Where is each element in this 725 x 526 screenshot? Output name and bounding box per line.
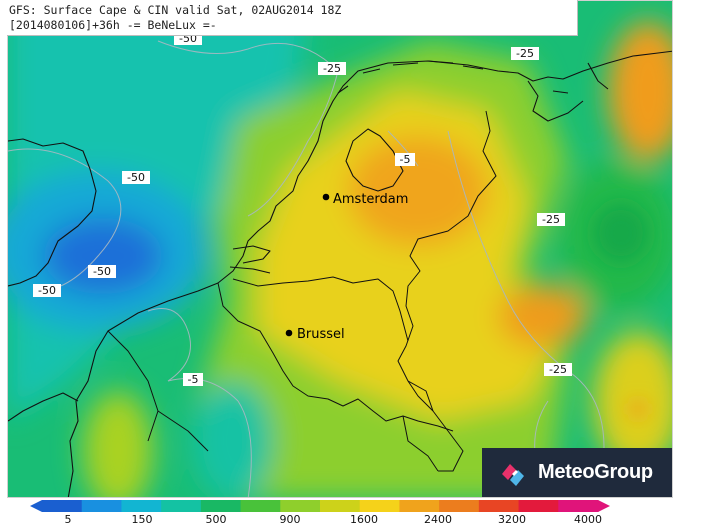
contour-label: -25 [542, 213, 560, 226]
colorbar-tick: 500 [205, 513, 227, 526]
colorbar-segment [240, 500, 281, 512]
border-be-nl [232, 276, 409, 342]
cape-cin-map: -50 -25 -25 -5 -50 -50 -50 -25 -25 -5 Am… [8, 1, 672, 497]
city-brussel: Brussel [285, 327, 345, 342]
contour-line [387, 130, 419, 167]
colorbar-segment [81, 500, 122, 512]
colorbar-tick: 5 [64, 513, 72, 526]
title-box: GFS: Surface Cape & CIN valid Sat, 02AUG… [7, 0, 578, 36]
colorbar-segment [558, 500, 599, 512]
border-lux [402, 415, 454, 432]
colorbar-segment [121, 500, 162, 512]
city-marker [285, 329, 293, 337]
city-label: Brussel [297, 327, 345, 342]
colorbar-tick: 3200 [498, 513, 526, 526]
meteogroup-logo: MeteoGroup [482, 448, 672, 497]
field-yellow-core [258, 91, 568, 421]
field-orange-east [498, 284, 588, 348]
meteogroup-logo-icon [502, 463, 524, 486]
field-orange-ne [608, 21, 672, 161]
coast-islands [337, 60, 484, 94]
colorbar-tick: 2400 [424, 513, 452, 526]
field-orange-spot [628, 401, 648, 417]
field-orange-north [348, 136, 488, 246]
coast-england [8, 138, 97, 287]
border-be-fr [217, 282, 439, 472]
contour-label: -50 [93, 265, 111, 278]
coast-continent [67, 50, 672, 497]
coast-ijsselmeer [345, 128, 404, 192]
contour-line [8, 148, 122, 292]
contour-label: -50 [38, 284, 56, 297]
contour-line [147, 308, 191, 382]
field-yellow-south [83, 391, 153, 497]
contour-labels: -50 -25 -25 -5 -50 -50 -50 -25 -25 -5 [33, 32, 572, 386]
colorbar-tick: 1600 [350, 513, 378, 526]
coastlines [8, 50, 672, 497]
city-marker [322, 193, 330, 201]
contour-label: -25 [323, 62, 341, 75]
title-line-2: [2014080106]+36h -= BeNeLux =- [9, 18, 217, 32]
title-line-1: GFS: Surface Cape & CIN valid Sat, 02AUG… [9, 3, 342, 17]
colorbar-tick: 4000 [574, 513, 602, 526]
colorbar-segment [439, 500, 480, 512]
coast-england-south [8, 392, 79, 422]
coast-zeeland [229, 245, 271, 274]
contour-line [447, 130, 605, 497]
contour-label: -25 [549, 363, 567, 376]
contour-label: -5 [400, 153, 411, 166]
contour-label: -25 [516, 47, 534, 60]
colorbar-tip-left [30, 500, 42, 512]
colorbar-tick: 900 [279, 513, 301, 526]
colorbar-segment [399, 500, 440, 512]
colorbar-tip-right [598, 500, 610, 512]
brand-name: MeteoGroup [538, 461, 653, 483]
field-teal-south [193, 381, 273, 497]
colorbar [30, 500, 610, 512]
colorbar-tick: 150 [131, 513, 153, 526]
colorbar-segment [478, 500, 520, 512]
border-be-de [407, 380, 464, 472]
city-label: Amsterdam [333, 192, 408, 207]
city-amsterdam: Amsterdam [322, 192, 408, 207]
colorbar-segment [359, 500, 400, 512]
contour-label: -5 [188, 373, 199, 386]
colorbar-segment [518, 500, 559, 512]
field-blue-core [43, 218, 163, 294]
map-frame: -50 -25 -25 -5 -50 -50 -50 -25 -25 -5 Am… [7, 0, 673, 498]
colorbar-segment [161, 500, 202, 512]
colorbar-segment [320, 500, 361, 512]
field-yellow-right [593, 331, 672, 471]
contour-label: -50 [127, 171, 145, 184]
border-nl-de [397, 110, 497, 412]
field-green-east-core [593, 203, 649, 263]
border-fr-lines [107, 330, 209, 452]
colorbar-segment [42, 500, 83, 512]
colorbar-segment [200, 500, 242, 512]
borders [107, 110, 497, 472]
coast-eastfriesland [527, 62, 609, 122]
colorbar-segment [280, 500, 321, 512]
